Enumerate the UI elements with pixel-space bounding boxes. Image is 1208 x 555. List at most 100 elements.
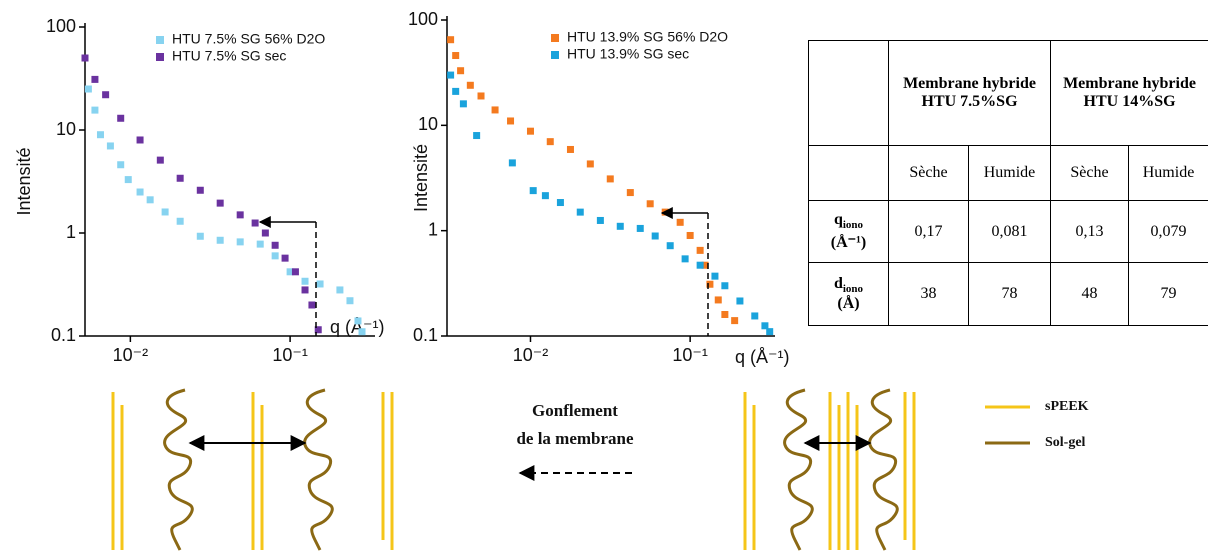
data-point xyxy=(84,85,92,93)
data-point xyxy=(136,188,144,196)
data-point xyxy=(546,138,554,146)
data-point xyxy=(286,268,294,276)
x-tick-label: 10⁻² xyxy=(513,345,549,365)
data-point xyxy=(314,326,322,334)
data-point xyxy=(308,301,316,309)
symbol: d xyxy=(833,274,843,292)
data-point xyxy=(651,232,659,240)
data-point xyxy=(701,261,709,269)
data-point xyxy=(529,187,537,195)
sol-gel-chain xyxy=(783,388,814,552)
membrane-dry xyxy=(111,392,394,550)
data-point xyxy=(452,87,460,95)
data-point xyxy=(161,208,169,216)
row-header: qiono (Å⁻¹) xyxy=(808,200,889,263)
cell: 0,079 xyxy=(1128,200,1208,263)
data-point xyxy=(136,136,144,144)
data-point xyxy=(117,114,125,122)
data-point xyxy=(736,297,744,305)
data-point xyxy=(606,175,614,183)
data-point xyxy=(81,54,89,62)
unit: (Å⁻¹) xyxy=(830,233,867,251)
data-point xyxy=(176,217,184,225)
legend-label: HTU 13.9% SG sec xyxy=(567,46,689,62)
data-point xyxy=(358,328,366,336)
column-header: Sèche xyxy=(1050,145,1130,201)
data-point xyxy=(508,159,516,167)
data-point xyxy=(711,272,719,280)
data-point xyxy=(291,268,299,276)
legend-marker xyxy=(156,53,164,61)
data-point xyxy=(681,255,689,263)
data-point xyxy=(491,106,499,114)
cell: 78 xyxy=(967,262,1052,326)
data-point xyxy=(301,277,309,285)
data-point xyxy=(696,261,704,269)
y-tick-label: 100 xyxy=(408,9,438,29)
data-point xyxy=(354,317,362,325)
cell: 0,13 xyxy=(1050,200,1130,263)
y-axis-label: Intensité xyxy=(411,144,431,212)
y-tick-label: 10 xyxy=(56,119,76,139)
data-point xyxy=(216,236,224,244)
data-point xyxy=(761,322,769,330)
row-header: diono (Å) xyxy=(808,262,889,326)
sol-gel-chain xyxy=(303,388,334,552)
cell: 38 xyxy=(888,262,969,326)
x-tick-label: 10⁻¹ xyxy=(672,345,708,365)
y-tick-label: 10 xyxy=(418,114,438,134)
data-point xyxy=(616,222,624,230)
data-point xyxy=(706,280,714,288)
data-point xyxy=(586,160,594,168)
data-point xyxy=(541,192,549,200)
x-axis-label: q (Å⁻¹) xyxy=(735,347,790,367)
subscript: iono xyxy=(842,283,864,296)
legend-label: HTU 7.5% SG sec xyxy=(172,48,286,64)
legend-label: Sol-gel xyxy=(1045,435,1086,450)
results-table: Membrane hybride HTU 7.5%SG Membrane hyb… xyxy=(808,40,1208,326)
data-point xyxy=(766,328,774,336)
data-point xyxy=(466,81,474,89)
subscript: iono xyxy=(842,219,864,232)
data-point xyxy=(477,92,485,100)
data-point xyxy=(196,232,204,240)
y-tick-label: 1 xyxy=(66,222,76,242)
data-point xyxy=(261,229,269,237)
membrane-wet xyxy=(743,392,916,550)
data-point xyxy=(447,36,455,44)
data-point xyxy=(96,131,104,139)
data-point xyxy=(626,189,634,197)
data-point xyxy=(117,161,125,169)
data-point xyxy=(452,52,460,60)
data-point xyxy=(556,199,564,207)
charts: 0.1 1 10 100 10⁻² 10⁻¹ Intensité q (Å⁻¹) HTU 7.5… xyxy=(14,9,790,367)
data-point xyxy=(346,297,354,305)
data-point xyxy=(216,199,224,207)
data-point xyxy=(646,200,654,208)
cell: 0,17 xyxy=(888,200,969,263)
data-point xyxy=(281,254,289,262)
sol-gel-chain xyxy=(163,388,194,552)
symbol: q xyxy=(833,211,843,229)
column-header: Humide xyxy=(967,145,1052,201)
data-point xyxy=(459,100,467,108)
legend-marker xyxy=(156,36,164,44)
data-point xyxy=(91,75,99,83)
data-point xyxy=(301,286,309,294)
legend-label: sPEEK xyxy=(1045,399,1089,414)
data-point xyxy=(316,280,324,288)
unit: (Å) xyxy=(837,295,860,313)
data-point xyxy=(124,176,132,184)
data-point xyxy=(636,224,644,232)
data-point xyxy=(507,117,515,125)
data-point xyxy=(721,310,729,318)
column-header: Sèche xyxy=(888,145,969,201)
cell: 48 xyxy=(1050,262,1130,326)
x-tick-label: 10⁻² xyxy=(113,345,149,365)
data-point xyxy=(714,296,722,304)
group-header: Membrane hybride HTU 14%SG xyxy=(1050,40,1208,146)
data-point xyxy=(102,91,110,99)
data-point xyxy=(566,145,574,153)
data-point xyxy=(256,240,264,248)
